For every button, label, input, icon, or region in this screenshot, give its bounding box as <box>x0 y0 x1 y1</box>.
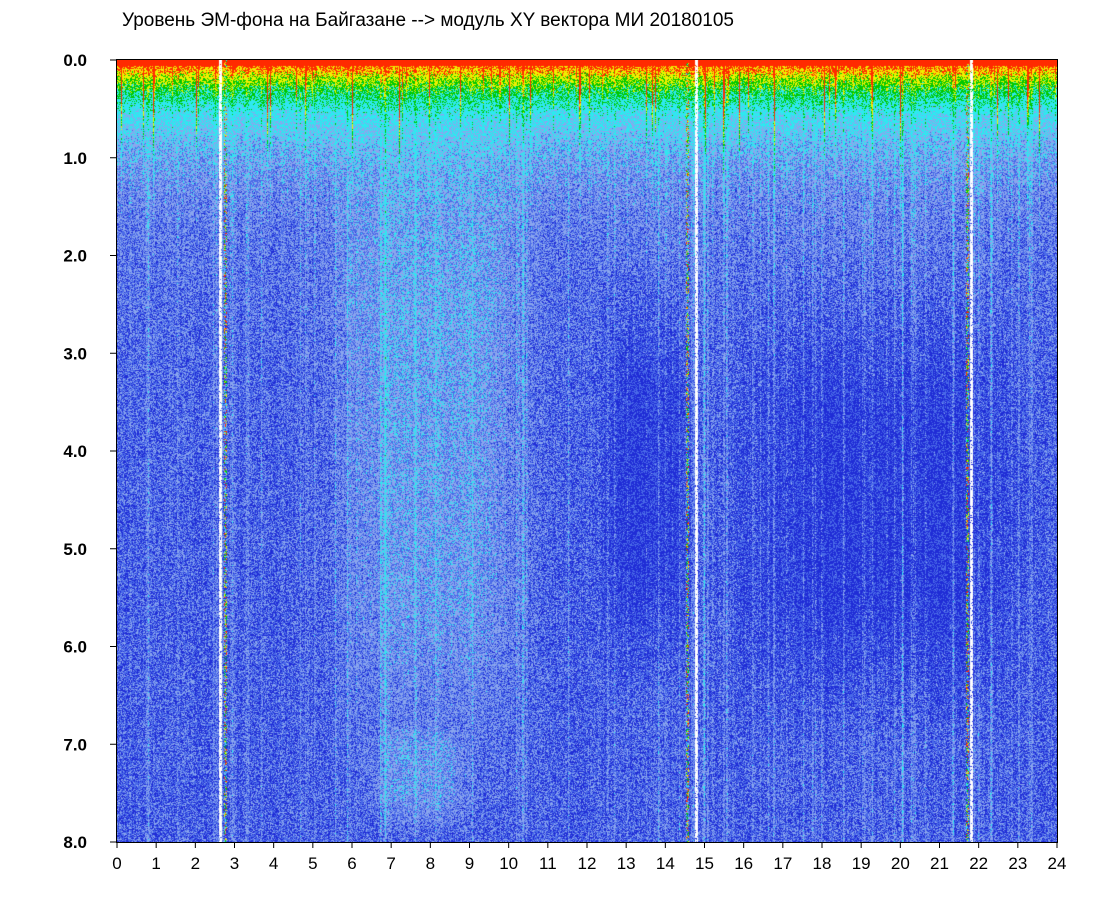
x-axis: 0 1 2 3 4 5 6 7 8 9 10 11 12 13 14 15 16 17 18 19 20 21 22 23 24 <box>112 842 1066 873</box>
y-tick-label: 5.0 <box>63 540 87 559</box>
chart-title: Уровень ЭМ-фона на Байгазане --> модуль … <box>122 10 734 31</box>
x-tick-label: 22 <box>969 854 988 873</box>
y-tick-label: 3.0 <box>63 344 87 363</box>
x-tick-label: 7 <box>386 854 395 873</box>
heatmap <box>117 60 1057 842</box>
x-tick-label: 12 <box>578 854 597 873</box>
y-tick-label: 7.0 <box>63 735 87 754</box>
y-tick-label: 6.0 <box>63 638 87 657</box>
x-tick-label: 21 <box>930 854 949 873</box>
x-tick-label: 11 <box>539 854 557 873</box>
x-tick-label: 10 <box>499 854 518 873</box>
x-tick-label: 20 <box>891 854 910 873</box>
x-tick-label: 17 <box>773 854 792 873</box>
x-tick-label: 13 <box>617 854 636 873</box>
y-tick-label: 4.0 <box>63 442 87 461</box>
plot-area <box>116 59 1058 843</box>
x-tick-label: 9 <box>465 854 474 873</box>
x-tick-label: 8 <box>426 854 435 873</box>
y-tick-label: 2.0 <box>63 247 87 266</box>
x-tick-label: 15 <box>695 854 714 873</box>
x-tick-label: 2 <box>191 854 200 873</box>
x-tick-label: 14 <box>656 854 675 873</box>
x-tick-label: 5 <box>308 854 317 873</box>
x-tick-label: 3 <box>230 854 239 873</box>
x-tick-label: 0 <box>112 854 121 873</box>
x-tick-label: 1 <box>151 854 160 873</box>
x-tick-label: 6 <box>347 854 356 873</box>
x-tick-label: 18 <box>813 854 832 873</box>
x-tick-label: 4 <box>269 854 278 873</box>
y-tick-label: 1.0 <box>63 149 87 168</box>
y-tick-label: 8.0 <box>63 833 87 852</box>
x-tick-label: 19 <box>852 854 871 873</box>
x-tick-label: 23 <box>1008 854 1027 873</box>
x-tick-label: 16 <box>734 854 753 873</box>
x-tick-label: 24 <box>1048 854 1067 873</box>
y-tick-label: 0.0 <box>63 51 87 70</box>
y-axis: 0.0 1.0 2.0 3.0 4.0 5.0 6.0 7.0 8.0 <box>63 51 117 852</box>
